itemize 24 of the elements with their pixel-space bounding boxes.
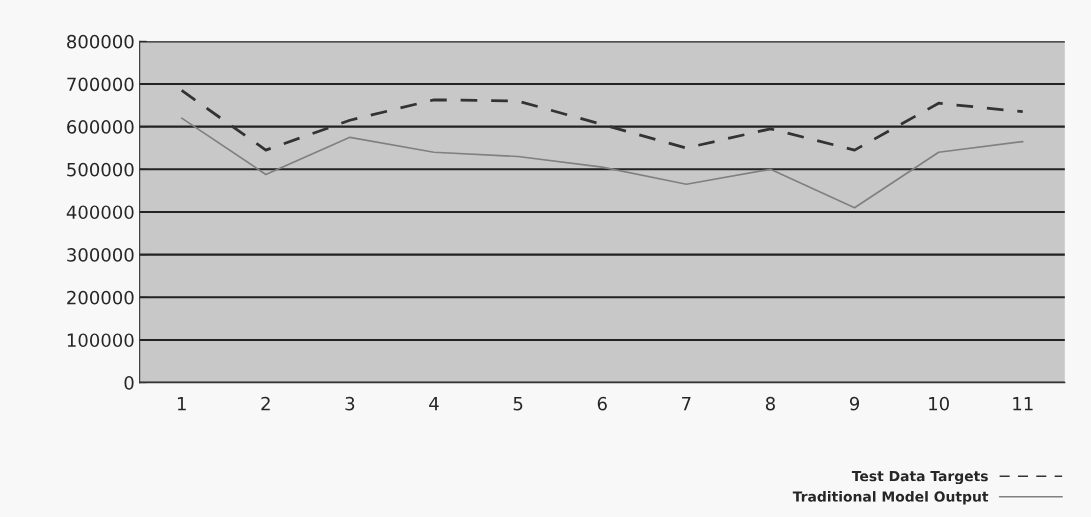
x-tick-label: 5 xyxy=(513,397,523,411)
x-tick-label: 2 xyxy=(261,396,270,411)
y-tick-label: 600000 xyxy=(67,120,134,134)
y-tick-label: 100000 xyxy=(67,333,134,348)
x-tick-label: 1 xyxy=(177,397,186,411)
x-tick-label: 3 xyxy=(345,396,355,411)
legend-label: Test Data Targets xyxy=(851,470,988,485)
y-tick-label: 500000 xyxy=(67,162,134,177)
x-tick-label: 11 xyxy=(1013,397,1033,411)
x-tick-label: 4 xyxy=(429,397,439,411)
legend-label: Traditional Model Output xyxy=(792,491,989,505)
line-series xyxy=(180,89,1025,152)
x-tick-label: 9 xyxy=(849,396,860,411)
y-tick-label: 400000 xyxy=(66,205,134,220)
x-tick-label: 6 xyxy=(597,396,607,411)
y-tick-label: 800000 xyxy=(67,34,134,49)
line-series xyxy=(180,117,1024,209)
x-tick-label: 7 xyxy=(682,397,691,411)
y-tick-label: 0 xyxy=(124,376,134,390)
y-tick-label: 700000 xyxy=(67,77,134,92)
x-tick-label: 8 xyxy=(765,396,775,411)
x-tick-label: 10 xyxy=(929,396,949,411)
y-tick-label: 300000 xyxy=(67,248,134,262)
y-tick-label: 200000 xyxy=(67,290,134,305)
